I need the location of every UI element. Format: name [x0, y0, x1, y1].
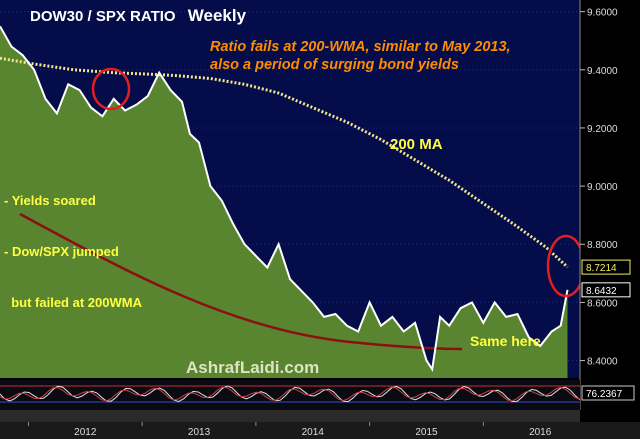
y-tick-label: 9.0000: [587, 182, 618, 193]
indicator-background: [0, 380, 580, 410]
x-axis-panel: [0, 422, 640, 439]
bullet-annotation: - Yields soared - Dow/SPX jumped but fai…: [4, 158, 142, 328]
bullet-3: but failed at 200WMA: [4, 295, 142, 310]
y-tick-label: 9.4000: [587, 66, 618, 77]
x-tick-label: 2016: [529, 427, 552, 438]
headline-line-2: also a period of surging bond yields: [210, 57, 459, 73]
ma-line: [0, 56, 569, 269]
last-value-label: 8.6432: [586, 286, 617, 297]
x-tick-label: 2013: [188, 427, 211, 438]
chart-title-text: DOW30 / SPX RATIO: [30, 8, 176, 25]
last-value-box: [581, 259, 631, 275]
headline-line-1: Ratio fails at 200-WMA, similar to May 2…: [210, 39, 511, 55]
y-tick-label: 9.6000: [587, 8, 618, 19]
y-tick-label: 8.6000: [587, 298, 618, 309]
ma-label: 200 MA: [390, 136, 443, 153]
chart-title: DOW30 / SPX RATIO Weekly: [30, 6, 246, 26]
highlight-circle-2013: [91, 67, 131, 111]
indicator-value-box: [581, 385, 635, 401]
indicator-strip: [0, 410, 580, 422]
chart-subtitle: Weekly: [187, 6, 247, 25]
last-value-box: [581, 282, 631, 298]
trend-curve: [19, 212, 463, 351]
last-value-label: 8.7214: [586, 263, 617, 274]
bullet-1: - Yields soared: [4, 193, 96, 208]
bullet-2: - Dow/SPX jumped: [4, 244, 119, 259]
headline-annotation: Ratio fails at 200-WMA, similar to May 2…: [210, 38, 511, 74]
y-tick-label: 8.4000: [587, 357, 618, 368]
price-area: [0, 26, 568, 378]
indicator-panel: 76.2367: [0, 380, 635, 422]
indicator-signal-line: [0, 386, 581, 402]
watermark: AshrafLaidi.com: [186, 358, 320, 377]
x-tick-label: 2015: [415, 427, 438, 438]
indicator-value-label: 76.2367: [586, 389, 623, 400]
x-tick-label: 2014: [302, 427, 325, 438]
indicator-line: [0, 385, 581, 403]
y-tick-label: 9.2000: [587, 124, 618, 135]
y-axis-panel: [580, 0, 640, 439]
price-line: [0, 25, 569, 373]
y-tick-label: 8.8000: [587, 240, 618, 251]
same-here-label: Same here: [470, 333, 541, 349]
x-tick-label: 2012: [74, 427, 97, 438]
